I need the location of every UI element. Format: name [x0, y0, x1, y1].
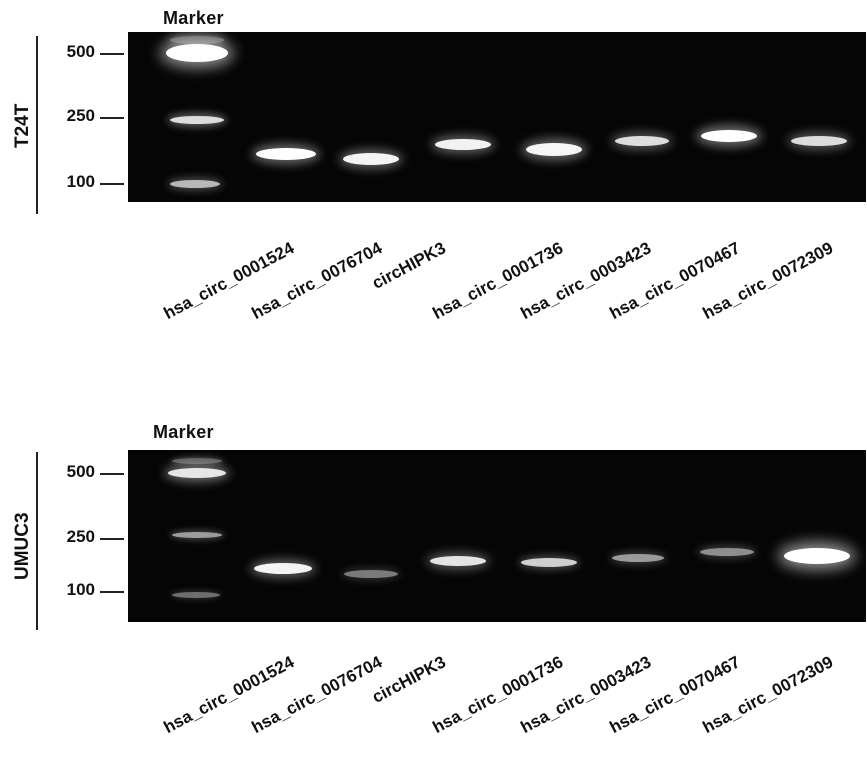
ladder-band-500	[166, 44, 228, 62]
sample-band	[254, 563, 312, 574]
sample-band	[701, 130, 757, 142]
size-label-100: 100	[66, 580, 95, 599]
sample-band	[615, 136, 669, 146]
size-tick-500	[100, 473, 124, 475]
size-label-250: 250	[66, 527, 95, 546]
size-label-250: 250	[66, 106, 95, 125]
gel-panel-umuc3: Marker UMUC3 500 250 100 hsa_circ_000152…	[0, 418, 867, 784]
ladder-band-faint	[172, 458, 222, 464]
marker-title: Marker	[163, 8, 224, 28]
sample-band	[700, 548, 754, 556]
size-tick-100	[100, 183, 124, 185]
ladder-band-500	[168, 468, 226, 478]
sample-band	[784, 548, 850, 564]
size-label-500: 500	[66, 42, 95, 61]
side-bracket	[36, 452, 38, 630]
sample-band	[435, 139, 491, 150]
ladder-band-100	[170, 180, 220, 188]
side-bracket	[36, 36, 38, 214]
sample-band	[344, 570, 398, 578]
ladder-band-faint	[170, 36, 224, 44]
ladder-band-100	[172, 592, 220, 598]
size-tick-250	[100, 538, 124, 540]
size-tick-100	[100, 591, 124, 593]
sample-band	[343, 153, 399, 165]
gel-image	[128, 32, 866, 202]
sample-band	[791, 136, 847, 146]
size-label-500: 500	[66, 462, 95, 481]
cell-line-label: T24T	[12, 103, 33, 148]
sample-band	[256, 148, 316, 160]
sample-band	[430, 556, 486, 566]
gel-panel-t24t: Marker T24T 500 250 100 hsa_circ_0001524…	[0, 0, 867, 390]
size-tick-500	[100, 53, 124, 55]
cell-line-label: UMUC3	[12, 512, 33, 580]
sample-band	[526, 143, 582, 156]
gel-image	[128, 450, 866, 622]
ladder-band-250	[170, 116, 224, 124]
sample-band	[612, 554, 664, 562]
marker-title: Marker	[153, 422, 214, 442]
sample-band	[521, 558, 577, 567]
size-label-100: 100	[66, 172, 95, 191]
ladder-band-250	[172, 532, 222, 538]
size-tick-250	[100, 117, 124, 119]
